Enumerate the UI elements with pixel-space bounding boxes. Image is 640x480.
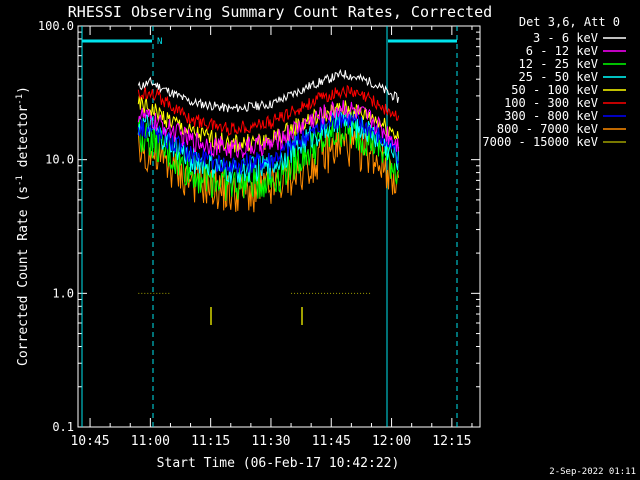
series-line [137, 100, 400, 159]
y-axis-ticks: 0.1 1.0 10.0 100.0 [38, 19, 480, 434]
plot-area: 0.1 1.0 10.0 100.0 10:45 11:00 11:15 11:30 11:4… [38, 19, 481, 449]
y-axis-label-main: Corrected Count Rate (s [16, 186, 31, 366]
y-axis-label-sup2: -1 [15, 94, 25, 105]
x-tick-label: 11:00 [131, 434, 170, 449]
series-line [137, 127, 400, 213]
x-axis-label: Start Time (06-Feb-17 10:42:22) [157, 456, 400, 471]
x-tick-label: 12:15 [432, 434, 471, 449]
x-axis-ticks: 10:45 11:00 11:15 11:30 11:45 12:00 12:15 [70, 26, 473, 449]
y-axis-label: Corrected Count Rate (s-1 detector-1) [15, 86, 31, 366]
y-tick-label: 0.1 [52, 420, 74, 434]
series-line [137, 108, 400, 175]
y-axis-label-end: ) [16, 86, 31, 94]
legend-label: 12 - 25 keV [519, 57, 598, 71]
series-line [137, 84, 400, 137]
legend-label: 800 - 7000 keV [497, 122, 598, 136]
timestamp: 2-Sep-2022 01:11 [549, 467, 636, 477]
x-tick-label: 11:15 [191, 434, 230, 449]
series-line [137, 68, 400, 113]
x-tick-label: 11:30 [251, 434, 290, 449]
x-tick-label: 12:00 [372, 434, 411, 449]
series-layer [137, 68, 400, 325]
legend-label: 25 - 50 keV [519, 70, 598, 84]
plot-frame [77, 25, 481, 428]
legend-label: 100 - 300 keV [504, 96, 598, 110]
y-tick-label: 1.0 [52, 286, 74, 300]
legend-label: 6 - 12 keV [526, 44, 598, 58]
y-axis-label-sup1: -1 [15, 175, 25, 186]
y-axis-label-mid: detector [16, 105, 31, 176]
legend-label: 7000 - 15000 keV [482, 135, 598, 149]
x-tick-label: 10:45 [70, 434, 109, 449]
chart-title: RHESSI Observing Summary Count Rates, Co… [68, 3, 492, 21]
y-tick-label: 10.0 [45, 153, 74, 167]
legend-label: 50 - 100 keV [511, 83, 598, 97]
observation-bands: N [81, 26, 458, 427]
legend-label: 3 - 6 keV [533, 31, 598, 45]
series-line [137, 113, 400, 201]
y-tick-label: 100.0 [38, 19, 74, 33]
x-tick-label: 11:45 [312, 434, 351, 449]
legend-header: Det 3,6, Att 0 [519, 15, 620, 29]
legend-label: 300 - 800 keV [504, 109, 598, 123]
night-marker: N [157, 37, 162, 47]
